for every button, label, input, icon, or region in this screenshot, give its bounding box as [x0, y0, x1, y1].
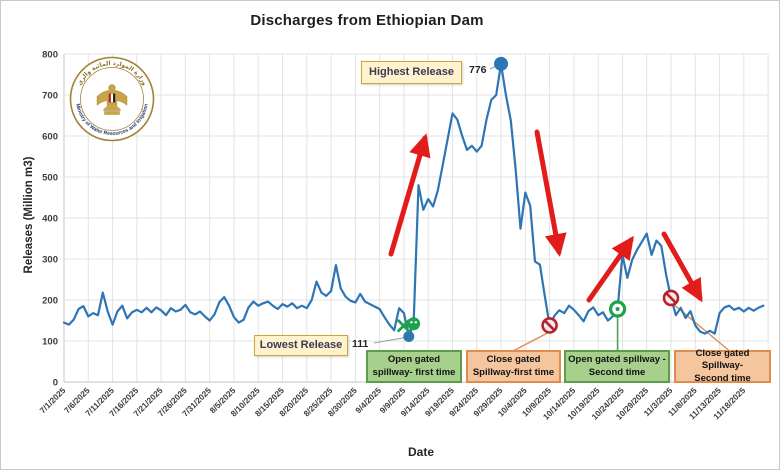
highest-release-label: Highest Release — [361, 61, 462, 84]
eagle-banner — [104, 111, 120, 115]
event-label-line: Open gated spillway - — [568, 354, 666, 366]
highest-release-marker — [494, 56, 509, 71]
open-spillway-x-marker — [397, 317, 421, 333]
y-tick-label: 200 — [42, 295, 58, 306]
lowest-release-marker — [403, 330, 415, 342]
close-spillway-no-entry-marker — [541, 317, 558, 334]
lowest-release-label: Lowest Release — [254, 335, 348, 356]
ministry-logo: وزارة الموارد المائية والري Ministry of … — [69, 56, 155, 142]
slash — [543, 319, 556, 332]
slash — [665, 292, 677, 304]
x-axis-title: Date — [407, 445, 434, 459]
event-box-close-spillway-second-time: Close gated Spillway- Second time — [674, 347, 771, 384]
x-stroke — [397, 319, 411, 333]
y-tick-label: 100 — [42, 336, 58, 347]
leader-line — [512, 330, 551, 352]
close-spillway-no-entry-marker — [662, 289, 680, 307]
open-circle-marker — [407, 317, 421, 331]
marker-dot — [410, 321, 413, 324]
event-label-line: spillway- first time — [372, 366, 456, 378]
trend-arrow — [534, 129, 567, 257]
egypt-flag-shield-icon — [108, 93, 116, 103]
y-tick-label: 800 — [42, 49, 58, 60]
lowest-release-value: 111 — [352, 338, 369, 350]
event-label-line: Second time — [694, 372, 751, 384]
event-label-line: Open gated — [387, 354, 441, 366]
y-tick-label: 300 — [42, 254, 58, 265]
release-line — [62, 62, 765, 338]
y-tick-label: 600 — [42, 131, 58, 142]
event-label-line: Spillway-first time — [472, 366, 555, 378]
trend-arrow — [388, 133, 431, 257]
event-box-close-spillway-first-time: Close gated Spillway-first time — [466, 350, 561, 383]
event-label-line: Close gated Spillway- — [695, 347, 750, 372]
logo-inner-ring — [80, 67, 144, 131]
marker-dot — [414, 321, 418, 324]
chart-title: Discharges from Ethiopian Dam — [250, 12, 484, 29]
event-box-open-spillway-first-time: Open gated spillway- first time — [366, 350, 462, 383]
y-tick-label: 0 — [53, 377, 58, 388]
highest-release-value: 776 — [469, 64, 487, 76]
y-axis-title: Releases (Million m3) — [23, 156, 35, 274]
y-tick-label: 700 — [42, 90, 58, 101]
y-tick-label: 500 — [42, 172, 58, 183]
trend-arrow — [661, 231, 703, 303]
ring-dot — [615, 307, 620, 312]
leader-line — [373, 336, 406, 344]
event-label-line: Close gated — [486, 354, 541, 366]
event-box-open-spillway-second-time: Open gated spillway - Second time — [564, 350, 670, 383]
open-spillway-ring-marker — [608, 300, 627, 318]
y-tick-label: 400 — [42, 213, 58, 224]
trend-arrow — [586, 235, 634, 303]
event-label-line: Second time — [588, 366, 646, 378]
eagle-emblem-icon — [96, 84, 128, 115]
